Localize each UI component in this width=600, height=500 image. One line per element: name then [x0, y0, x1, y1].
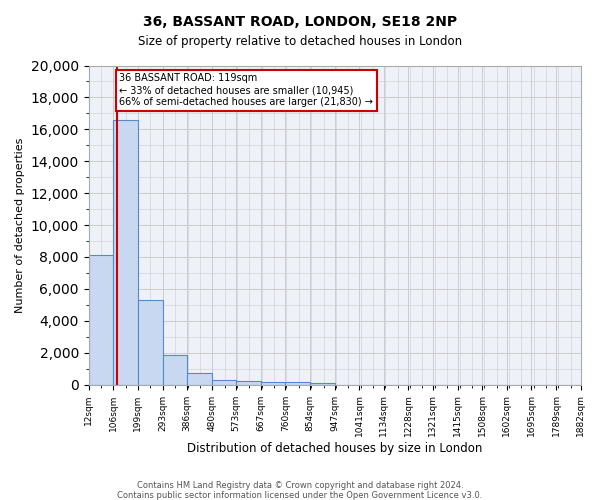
Text: Contains HM Land Registry data © Crown copyright and database right 2024.: Contains HM Land Registry data © Crown c…: [137, 481, 463, 490]
Bar: [138, 300, 163, 384]
Bar: [163, 355, 187, 384]
Text: Size of property relative to detached houses in London: Size of property relative to detached ho…: [138, 35, 462, 48]
X-axis label: Distribution of detached houses by size in London: Distribution of detached houses by size …: [187, 442, 482, 455]
Bar: [310, 382, 335, 384]
Bar: [89, 256, 113, 384]
Text: Contains public sector information licensed under the Open Government Licence v3: Contains public sector information licen…: [118, 491, 482, 500]
Bar: [212, 380, 236, 384]
Bar: [113, 120, 138, 384]
Bar: [236, 381, 261, 384]
Bar: [261, 382, 286, 384]
Y-axis label: Number of detached properties: Number of detached properties: [15, 138, 25, 312]
Text: 36, BASSANT ROAD, LONDON, SE18 2NP: 36, BASSANT ROAD, LONDON, SE18 2NP: [143, 15, 457, 29]
Bar: [187, 374, 212, 384]
Text: 36 BASSANT ROAD: 119sqm
← 33% of detached houses are smaller (10,945)
66% of sem: 36 BASSANT ROAD: 119sqm ← 33% of detache…: [119, 74, 373, 106]
Bar: [286, 382, 310, 384]
